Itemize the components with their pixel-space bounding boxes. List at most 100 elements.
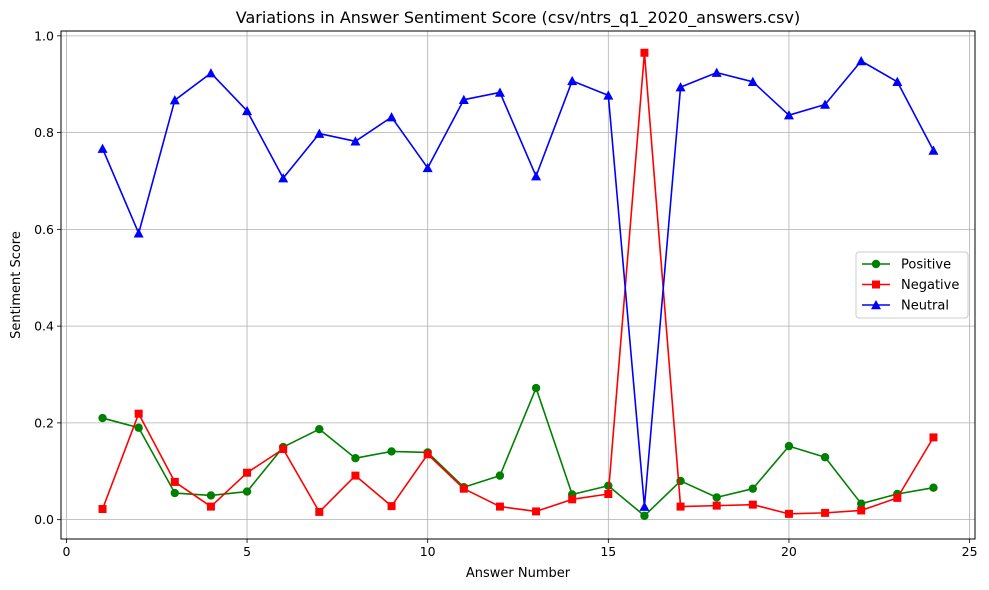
data-point-positive bbox=[712, 493, 721, 502]
data-point-negative bbox=[134, 409, 143, 418]
series-positive bbox=[98, 383, 938, 520]
y-tick-label: 0.6 bbox=[34, 222, 54, 237]
x-tick-label: 5 bbox=[243, 544, 251, 559]
data-point-negative bbox=[748, 500, 757, 509]
legend-label-neutral: Neutral bbox=[901, 299, 949, 314]
data-point-positive bbox=[387, 447, 396, 456]
plot-frame bbox=[60, 30, 976, 540]
data-point-negative bbox=[351, 471, 360, 480]
y-tick-label: 0.0 bbox=[34, 512, 54, 527]
series-negative bbox=[98, 48, 938, 518]
data-point-positive bbox=[315, 424, 324, 434]
legend-label-positive: Positive bbox=[901, 258, 951, 273]
data-point-negative bbox=[279, 445, 288, 454]
data-point-negative bbox=[98, 505, 107, 514]
legend-marker-positive bbox=[871, 259, 881, 269]
data-point-negative bbox=[459, 484, 468, 493]
series-group bbox=[97, 48, 939, 520]
series-neutral bbox=[97, 55, 939, 511]
series-line-negative bbox=[101, 51, 935, 515]
chart-title: Variations in Answer Sentiment Score (cs… bbox=[236, 8, 800, 28]
x-tick-label: 10 bbox=[420, 544, 436, 559]
y-tick-label: 1.0 bbox=[34, 28, 54, 43]
x-axis-ticks: 0 5 10 15 20 25 bbox=[62, 539, 978, 559]
data-point-negative bbox=[568, 495, 577, 504]
data-point-neutral bbox=[494, 87, 505, 97]
y-axis-label: Sentiment Score bbox=[9, 231, 24, 339]
data-point-negative bbox=[170, 477, 179, 486]
x-tick-label: 15 bbox=[600, 544, 616, 559]
data-point-negative bbox=[929, 433, 938, 442]
data-point-neutral bbox=[314, 128, 325, 138]
data-point-neutral bbox=[350, 136, 361, 146]
data-point-negative bbox=[315, 507, 324, 516]
legend-label-negative: Negative bbox=[901, 278, 959, 293]
data-point-positive bbox=[495, 471, 505, 480]
data-point-positive bbox=[929, 483, 938, 492]
data-point-negative bbox=[387, 502, 396, 511]
data-point-neutral bbox=[747, 76, 758, 87]
data-point-negative bbox=[676, 502, 685, 511]
data-point-neutral bbox=[856, 55, 867, 66]
grid-lines bbox=[61, 31, 975, 539]
data-point-negative bbox=[821, 508, 830, 517]
data-point-neutral bbox=[242, 105, 253, 116]
series-line-positive bbox=[102, 387, 934, 517]
data-point-neutral bbox=[133, 228, 144, 238]
data-point-neutral bbox=[820, 99, 831, 109]
data-point-positive bbox=[170, 488, 179, 498]
data-point-neutral bbox=[928, 145, 939, 155]
data-point-neutral bbox=[892, 76, 903, 87]
data-point-neutral bbox=[97, 143, 108, 153]
data-point-negative bbox=[857, 506, 866, 515]
data-point-positive bbox=[857, 499, 866, 508]
legend-box bbox=[855, 251, 969, 319]
data-point-positive bbox=[531, 383, 541, 393]
y-axis-ticks: 0.0 0.2 0.4 0.6 0.8 1.0 bbox=[34, 28, 61, 527]
data-point-negative bbox=[495, 502, 504, 511]
data-point-neutral bbox=[458, 94, 469, 104]
data-point-neutral bbox=[567, 75, 578, 86]
data-point-positive bbox=[640, 511, 649, 520]
data-point-positive bbox=[242, 487, 252, 496]
data-point-positive bbox=[351, 454, 360, 463]
data-point-negative bbox=[893, 493, 902, 502]
data-point-negative bbox=[243, 468, 252, 477]
data-point-negative bbox=[604, 490, 613, 499]
data-point-negative bbox=[532, 507, 541, 516]
data-point-neutral bbox=[422, 162, 433, 173]
y-tick-label: 0.4 bbox=[34, 319, 54, 334]
series-line-neutral bbox=[101, 60, 935, 508]
data-point-negative bbox=[712, 501, 721, 510]
data-point-neutral bbox=[783, 110, 794, 120]
legend-marker-neutral bbox=[871, 300, 881, 310]
data-point-positive bbox=[748, 484, 758, 493]
data-point-positive bbox=[206, 491, 216, 500]
legend-marker-negative bbox=[872, 280, 880, 289]
data-point-negative bbox=[640, 48, 649, 57]
data-point-neutral bbox=[169, 95, 180, 105]
legend: Positive Negative Neutral bbox=[855, 251, 969, 319]
data-point-neutral bbox=[278, 173, 289, 183]
x-tick-label: 20 bbox=[781, 544, 797, 559]
x-axis-label: Answer Number bbox=[466, 566, 571, 581]
data-point-positive bbox=[98, 413, 107, 423]
y-tick-label: 0.2 bbox=[34, 415, 54, 430]
data-point-neutral bbox=[386, 112, 397, 122]
data-point-neutral bbox=[205, 68, 216, 78]
data-point-negative bbox=[423, 450, 432, 459]
data-point-negative bbox=[206, 502, 215, 511]
data-point-neutral bbox=[675, 82, 686, 92]
data-point-neutral bbox=[531, 171, 542, 181]
data-point-neutral bbox=[603, 90, 614, 100]
y-tick-label: 0.8 bbox=[34, 125, 54, 140]
data-point-neutral bbox=[711, 67, 722, 77]
x-tick-label: 0 bbox=[62, 544, 70, 559]
data-point-negative bbox=[784, 509, 793, 518]
data-point-positive bbox=[820, 453, 830, 462]
x-tick-label: 25 bbox=[962, 544, 978, 559]
data-point-positive bbox=[134, 423, 143, 432]
data-point-positive bbox=[784, 441, 794, 451]
data-point-neutral bbox=[639, 501, 650, 511]
